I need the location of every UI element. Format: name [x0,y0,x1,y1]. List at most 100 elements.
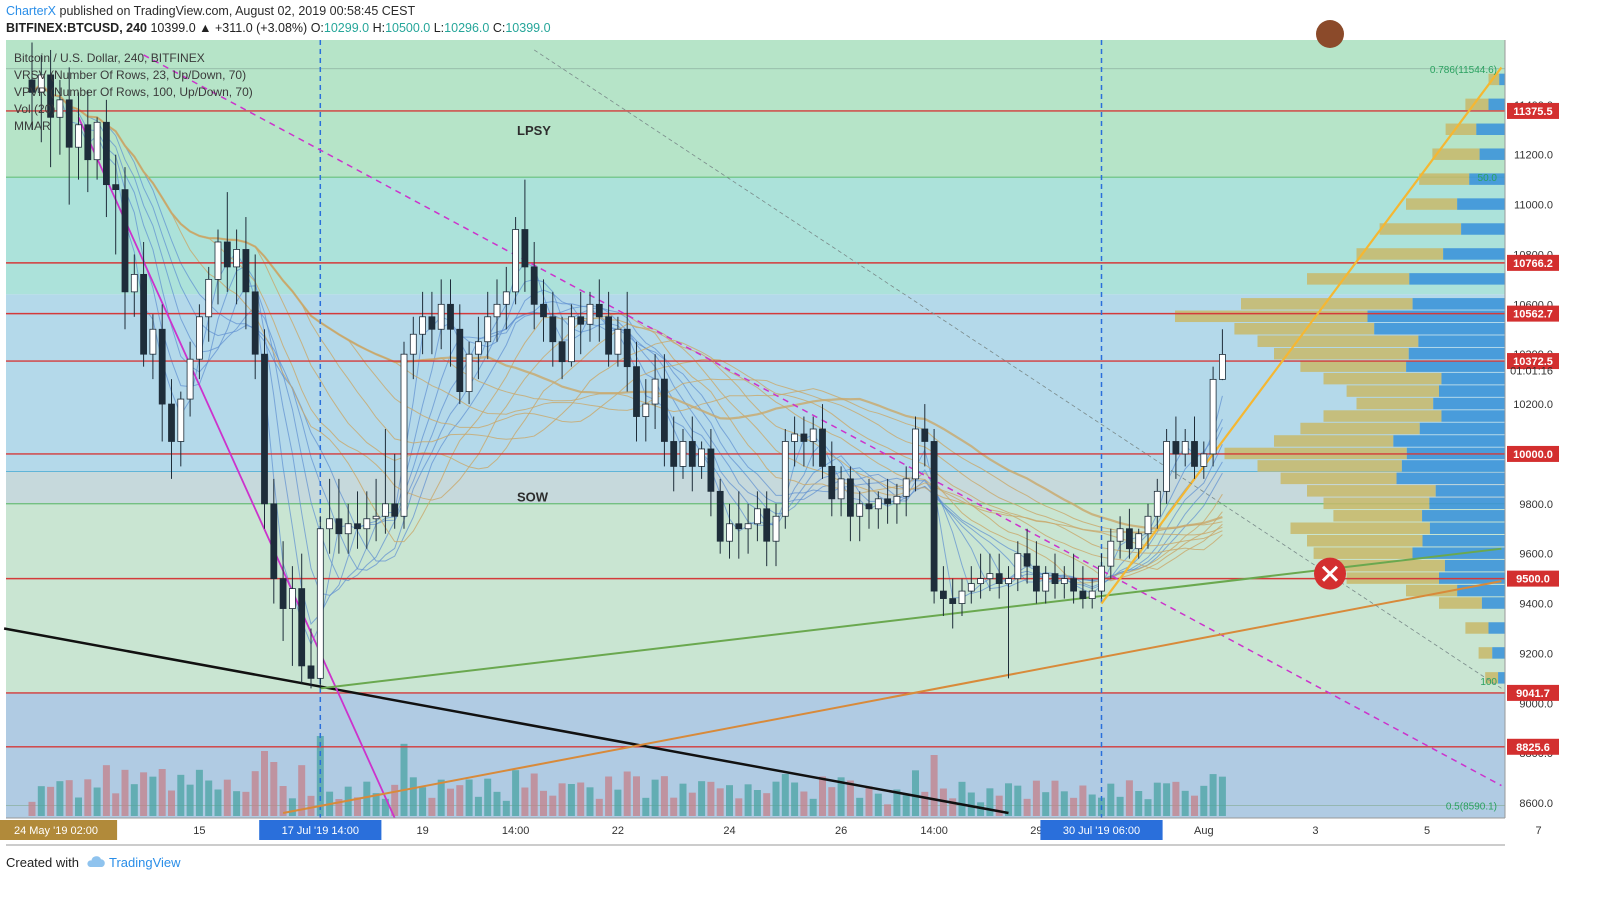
price-level-tag[interactable]: 11375.5 [1507,102,1559,119]
candle[interactable] [307,628,315,689]
candle[interactable] [261,329,268,529]
candle[interactable] [279,541,287,641]
candle[interactable] [1191,416,1198,479]
time-axis-highlight[interactable]: 30 Jul '19 06:00 [1040,820,1163,840]
candle[interactable] [28,42,36,130]
candle[interactable] [744,503,752,554]
price-level-tag[interactable]: 10766.2 [1507,254,1559,271]
candle[interactable] [1163,429,1170,504]
candle[interactable] [1079,566,1087,609]
candle[interactable] [326,478,334,554]
candle[interactable] [698,441,705,479]
candle[interactable] [344,503,352,554]
candle[interactable] [103,99,110,218]
candle[interactable] [977,553,984,599]
candle[interactable] [1014,541,1022,592]
candle[interactable] [754,491,761,542]
price-level-tag[interactable]: 9041.7 [1507,684,1559,701]
candle[interactable] [958,578,966,617]
candle[interactable] [856,491,864,542]
candle[interactable] [381,429,389,534]
candle[interactable] [912,416,919,492]
candle[interactable] [1051,553,1059,599]
indicator-vpvr[interactable]: VPVR (Number Of Rows, 100, Up/Down, 70) [14,85,253,99]
candle[interactable] [1042,566,1050,604]
candle[interactable] [112,154,120,255]
price-level-tag[interactable]: 10000.0 [1507,445,1559,462]
candle[interactable] [530,241,538,330]
candle[interactable] [837,466,845,517]
candle[interactable] [484,291,492,360]
candle[interactable] [1023,528,1031,584]
candle[interactable] [809,416,817,467]
candle[interactable] [819,404,826,479]
candle[interactable] [391,453,399,529]
candle[interactable] [1098,553,1105,599]
candle[interactable] [763,491,771,567]
candle[interactable] [847,466,854,542]
tradingview-brand[interactable]: TradingView [109,855,181,870]
candle[interactable] [949,578,957,629]
candle[interactable] [65,67,73,205]
candle[interactable] [1033,541,1040,604]
candle[interactable] [540,279,547,342]
candle[interactable] [456,304,464,405]
candle[interactable] [1200,441,1208,479]
candle[interactable] [288,566,296,666]
candle[interactable] [1126,508,1133,559]
candle[interactable] [465,341,473,405]
indicator-volume[interactable]: Vol (20) [14,102,56,116]
price-level-tag[interactable]: 9500.0 [1507,570,1559,587]
candle[interactable] [84,89,92,193]
candle[interactable] [884,478,891,524]
candle[interactable] [177,391,185,467]
candle[interactable] [716,478,724,554]
series-title[interactable]: Bitcoin / U.S. Dollar, 240, BITFINEX [14,51,205,65]
candle[interactable] [642,379,650,442]
price-level-tag[interactable]: 8825.6 [1507,738,1559,755]
candle[interactable] [800,416,808,467]
candle[interactable] [1153,478,1161,529]
candle[interactable] [419,291,427,355]
candle[interactable] [679,429,687,479]
candle[interactable] [502,266,510,330]
candle[interactable] [1135,528,1143,559]
candle[interactable] [605,291,612,367]
candle[interactable] [670,416,678,492]
candle[interactable] [186,341,194,417]
author-link[interactable]: CharterX [6,4,57,18]
candle[interactable] [940,566,947,617]
candle[interactable] [921,404,929,467]
candle[interactable] [651,354,659,429]
candle[interactable] [400,341,408,529]
candle[interactable] [1172,416,1180,479]
candle[interactable] [298,553,306,684]
candle[interactable] [121,167,129,330]
candle[interactable] [930,429,938,604]
candle[interactable] [633,341,640,442]
candle[interactable] [661,354,668,467]
candle[interactable] [1144,503,1152,549]
candle[interactable] [874,491,882,529]
price-level-tag[interactable]: 10562.7 [1507,305,1559,322]
candle[interactable] [140,241,148,367]
time-axis-highlight[interactable]: 17 Jul '19 14:00 [259,820,382,840]
candle[interactable] [205,266,213,342]
candle[interactable] [577,291,585,355]
candle[interactable] [270,478,278,604]
candle[interactable] [828,441,836,517]
candle[interactable] [772,503,780,567]
candle[interactable] [214,229,222,305]
candle[interactable] [623,291,631,392]
candle[interactable] [902,466,910,517]
candle[interactable] [735,491,743,559]
candle[interactable] [428,291,436,355]
candle[interactable] [568,304,575,367]
candle[interactable] [1088,578,1096,609]
candle[interactable] [437,279,445,350]
candle[interactable] [614,316,622,367]
candle[interactable] [316,516,324,689]
candle[interactable] [130,254,138,317]
candle[interactable] [1219,329,1226,381]
candle[interactable] [195,304,203,380]
